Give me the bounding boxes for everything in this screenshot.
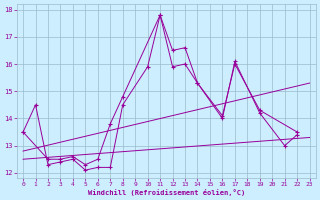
X-axis label: Windchill (Refroidissement éolien,°C): Windchill (Refroidissement éolien,°C): [88, 189, 245, 196]
